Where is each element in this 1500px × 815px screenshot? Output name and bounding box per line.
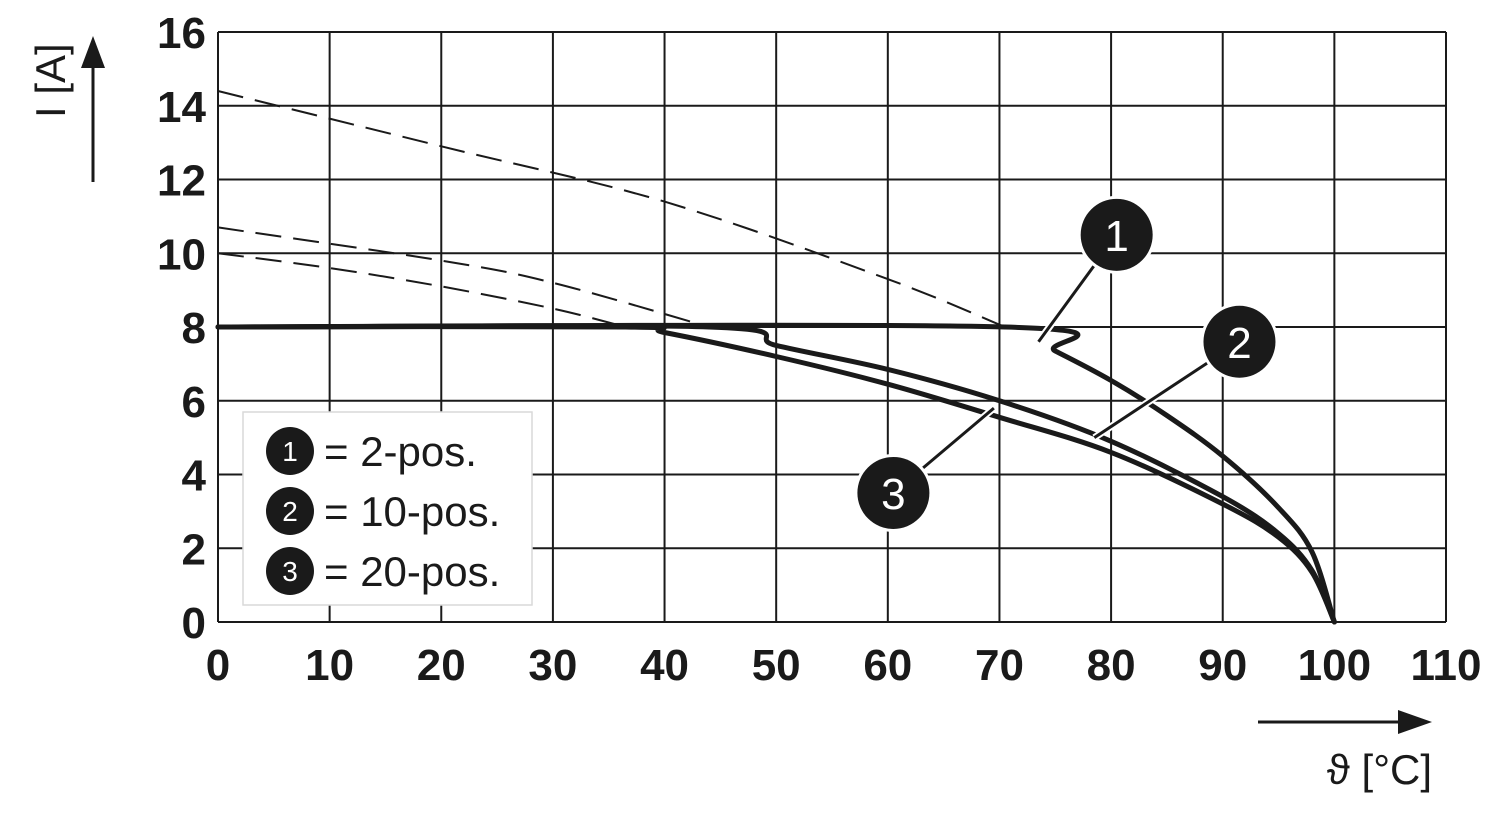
y-tick-label: 0 [182,599,206,648]
y-tick-label: 16 [157,9,206,58]
extrapolation-line-1 [217,90,1006,328]
y-tick-label: 8 [182,304,206,353]
legend-label: = 2-pos. [324,428,477,475]
legend-marker-number: 1 [282,436,298,467]
legend-marker-number: 2 [282,496,298,527]
y-tick-label: 14 [157,83,206,132]
y-axis-title-group: I [A] [27,36,105,182]
legend-marker-2 [266,487,314,535]
legend-label: = 10-pos. [324,488,500,535]
x-axis-ticks: 0 10 20 30 40 50 60 70 80 90 100 110 [206,641,1482,690]
x-tick-label: 100 [1298,641,1371,690]
callout-number: 2 [1227,319,1251,368]
x-tick-label: 0 [206,641,230,690]
y-axis-arrow-head [81,36,105,68]
x-tick-label: 70 [975,641,1024,690]
legend-marker-1 [266,427,314,475]
x-tick-label: 10 [305,641,354,690]
callout-leader-line [919,406,995,471]
curve-callouts: 1 2 3 [854,195,1279,532]
x-axis-title-group: ϑ [°C] [1258,710,1432,793]
x-axis-title: ϑ [°C] [1327,746,1432,793]
y-tick-label: 10 [157,230,206,279]
y-tick-label: 2 [182,525,206,574]
y-axis-ticks: 0 2 4 6 8 10 12 14 16 [157,9,206,648]
y-tick-label: 6 [182,378,206,427]
y-tick-label: 4 [182,452,207,501]
derating-curves [215,322,1337,625]
y-axis-title: I [A] [27,43,74,118]
callout-number: 3 [881,470,905,519]
x-axis-arrow-head [1398,710,1432,734]
callout-marker-1 [1080,198,1153,271]
x-tick-label: 110 [1411,641,1482,690]
x-tick-label: 50 [752,641,801,690]
x-tick-label: 30 [528,641,577,690]
legend-marker-3 [266,547,314,595]
extrapolation-line-3 [217,252,626,328]
callout-marker-2 [1203,305,1276,378]
y-tick-label: 12 [157,157,206,206]
x-tick-label: 40 [640,641,689,690]
callout-leader-line [1037,262,1097,343]
legend-marker-number: 3 [282,556,298,587]
x-tick-label: 90 [1198,641,1247,690]
legend-label: = 20-pos. [324,548,500,595]
callout-number: 1 [1104,212,1128,261]
x-tick-label: 60 [863,641,912,690]
x-tick-label: 20 [417,641,466,690]
series-line-3 [215,324,1337,625]
extrapolation-line-2 [217,226,710,328]
callout-leader-line [1093,360,1211,439]
legend: 1 = 2-pos. 2 = 10-pos. 3 = 20-pos. [242,411,533,606]
callout-marker-3 [857,456,930,529]
extrapolation-lines [217,90,1006,328]
x-tick-label: 80 [1087,641,1136,690]
